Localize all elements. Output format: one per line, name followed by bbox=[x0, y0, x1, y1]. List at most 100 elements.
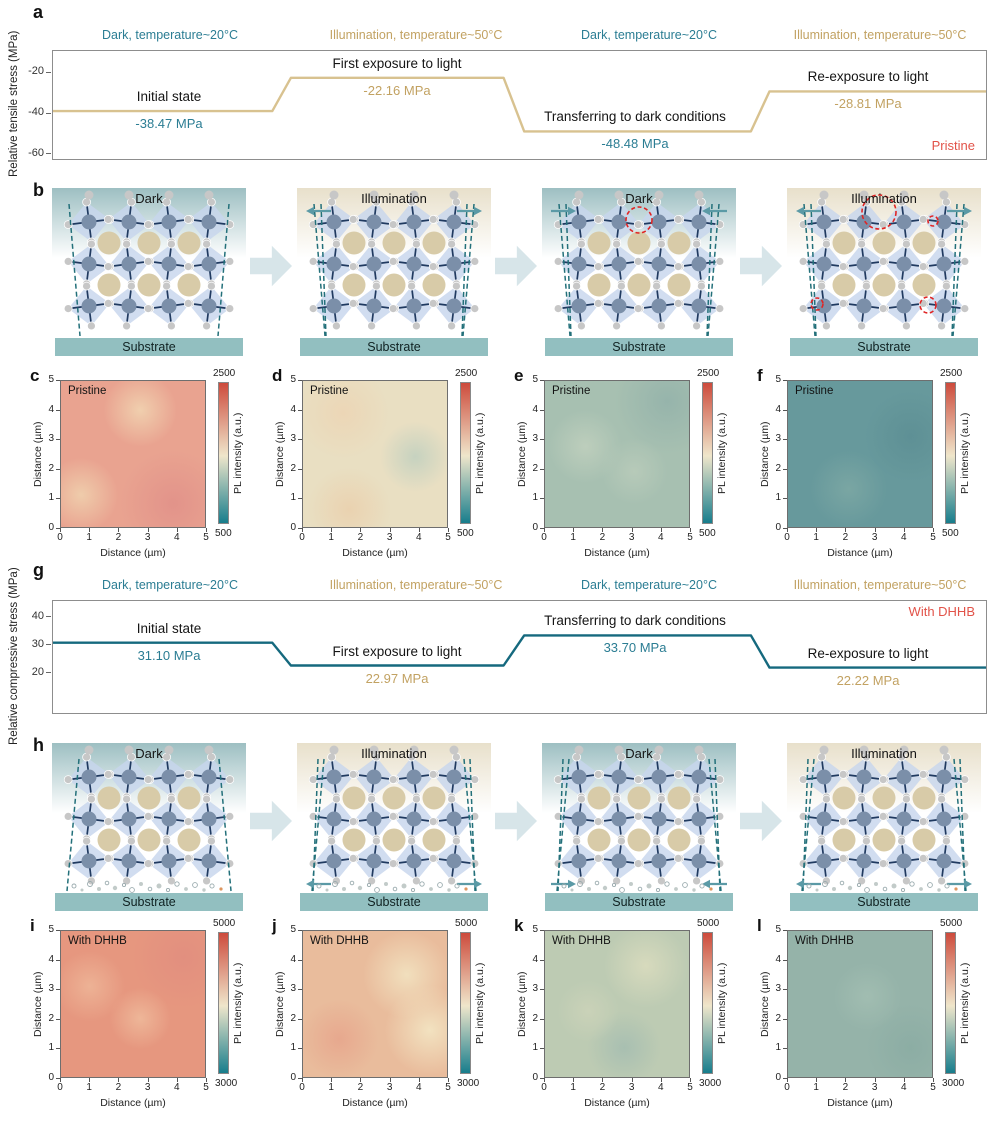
x-tick-mark bbox=[331, 528, 333, 532]
x-tick-label: 4 bbox=[901, 1082, 907, 1093]
x-tick-label: 4 bbox=[901, 532, 907, 543]
y-axis-label: Distance (µm) bbox=[32, 971, 44, 1037]
map-sample-label: Pristine bbox=[552, 385, 591, 397]
stage-annotation: Transferring to dark conditions bbox=[544, 109, 726, 125]
x-tick-label: 0 bbox=[299, 532, 305, 543]
y-tick-label: 4 bbox=[775, 403, 781, 415]
x-tick-mark bbox=[631, 528, 633, 532]
y-tick-label: 30 bbox=[31, 637, 44, 650]
x-tick-mark bbox=[89, 1078, 91, 1082]
condition-title: Illumination bbox=[361, 746, 427, 761]
x-tick-mark bbox=[845, 528, 847, 532]
y-tick-mark bbox=[298, 1078, 302, 1079]
pl-intensity-map: Pristine bbox=[60, 380, 206, 528]
x-tick-mark bbox=[360, 1078, 362, 1082]
x-tick-label: 1 bbox=[813, 532, 819, 543]
x-tick-mark bbox=[60, 528, 61, 532]
x-tick-label: 3 bbox=[628, 532, 635, 543]
y-tick-mark bbox=[783, 528, 787, 529]
substrate-label: Substrate bbox=[367, 340, 421, 354]
substrate-label: Substrate bbox=[122, 340, 176, 354]
colorbar-min-label: 500 bbox=[457, 528, 474, 539]
colorbar-axis-label: PL intensity (a.u.) bbox=[959, 412, 971, 494]
x-tick-mark bbox=[176, 1078, 178, 1082]
structure-panel-b-1: Dark Substrate bbox=[52, 188, 246, 360]
y-tick-mark bbox=[56, 468, 60, 470]
x-tick-mark bbox=[448, 528, 449, 532]
colorbar bbox=[460, 382, 471, 524]
structure-panel-b-3: Dark Substrate bbox=[542, 188, 736, 360]
y-tick-mark bbox=[783, 959, 787, 961]
substrate-label: Substrate bbox=[857, 340, 911, 354]
x-tick-mark bbox=[816, 528, 818, 532]
y-tick-mark bbox=[540, 1048, 544, 1050]
y-tick-mark bbox=[540, 409, 544, 411]
y-tick-label: 1 bbox=[290, 1042, 296, 1054]
map-sample-label: With DHHB bbox=[795, 935, 854, 947]
y-tick-mark bbox=[298, 528, 302, 529]
stress-plot-area bbox=[52, 600, 987, 714]
transition-arrow-icon bbox=[740, 245, 782, 287]
y-tick-mark bbox=[298, 1048, 302, 1050]
y-tick-label: 4 bbox=[775, 953, 781, 965]
y-tick-label: 3 bbox=[532, 983, 538, 995]
crystal-lattice-graphic bbox=[787, 188, 981, 356]
y-tick-mark bbox=[56, 528, 60, 529]
x-tick-label: 5 bbox=[687, 1082, 693, 1093]
x-tick-label: 5 bbox=[445, 1082, 451, 1093]
x-tick-mark bbox=[787, 528, 788, 532]
y-axis-label: Distance (µm) bbox=[516, 421, 528, 487]
x-tick-mark bbox=[544, 528, 545, 532]
x-tick-label: 2 bbox=[115, 1082, 122, 1093]
heatmap-unit-j: j Distance (µm) With DHHB 5 0 4 1 3 2 2 3 1 4 0 5 Dista… bbox=[272, 916, 502, 1119]
y-tick-label: 40 bbox=[31, 609, 44, 622]
x-tick-mark bbox=[660, 1078, 662, 1082]
y-tick-mark bbox=[540, 498, 544, 500]
heatmap-unit-i: i Distance (µm) With DHHB 5 0 4 1 3 2 2 3 1 4 0 5 Dista… bbox=[30, 916, 260, 1119]
y-tick-mark bbox=[56, 1078, 60, 1079]
substrate-label: Substrate bbox=[612, 340, 666, 354]
condition-title: Dark bbox=[135, 746, 163, 761]
stress-value-annotation: 31.10 MPa bbox=[137, 647, 201, 663]
y-tick-mark bbox=[783, 439, 787, 441]
x-tick-mark bbox=[787, 1078, 788, 1082]
pl-intensity-map: With DHHB bbox=[60, 930, 206, 1078]
y-tick-mark bbox=[298, 1018, 302, 1020]
y-tick-mark bbox=[783, 1078, 787, 1079]
x-tick-label: 4 bbox=[658, 1082, 664, 1093]
x-tick-mark bbox=[147, 1078, 149, 1082]
x-tick-mark bbox=[418, 528, 420, 532]
x-tick-mark bbox=[89, 528, 91, 532]
crystal-lattice-graphic bbox=[52, 188, 246, 356]
pl-intensity-map: Pristine bbox=[544, 380, 690, 528]
y-tick-mark bbox=[783, 380, 787, 381]
y-axis-label: Distance (µm) bbox=[759, 971, 771, 1037]
x-tick-label: 2 bbox=[357, 1082, 364, 1093]
colorbar bbox=[945, 382, 956, 524]
substrate-label: Substrate bbox=[122, 895, 176, 909]
x-tick-label: 5 bbox=[930, 532, 936, 543]
map-sample-label: Pristine bbox=[68, 385, 107, 397]
y-tick-label: 2 bbox=[532, 462, 538, 474]
condition-title: Dark bbox=[135, 191, 163, 206]
x-tick-label: 5 bbox=[687, 532, 693, 543]
pl-intensity-map: Pristine bbox=[787, 380, 933, 528]
x-tick-mark bbox=[448, 1078, 449, 1082]
colorbar-axis-label: PL intensity (a.u.) bbox=[474, 412, 486, 494]
crystal-lattice-graphic bbox=[297, 188, 491, 356]
stress-value-annotation: -28.81 MPa bbox=[834, 96, 902, 112]
x-tick-label: 2 bbox=[599, 532, 606, 543]
x-tick-label: 2 bbox=[842, 532, 849, 543]
stage-annotation: Initial state bbox=[136, 89, 202, 105]
stage-annotation: First exposure to light bbox=[332, 643, 462, 659]
x-tick-mark bbox=[874, 528, 876, 532]
y-axis-label: Relative compressive stress (MPa) bbox=[8, 567, 20, 745]
y-tick-mark bbox=[56, 989, 60, 991]
y-tick-mark bbox=[46, 672, 51, 674]
colorbar-max-label: 5000 bbox=[455, 918, 478, 929]
y-tick-label: 2 bbox=[532, 1012, 538, 1024]
y-tick-label: 4 bbox=[532, 403, 538, 415]
map-sample-label: Pristine bbox=[310, 385, 349, 397]
condition-header: Illumination, temperature~50°C bbox=[793, 578, 967, 592]
x-tick-mark bbox=[660, 528, 662, 532]
